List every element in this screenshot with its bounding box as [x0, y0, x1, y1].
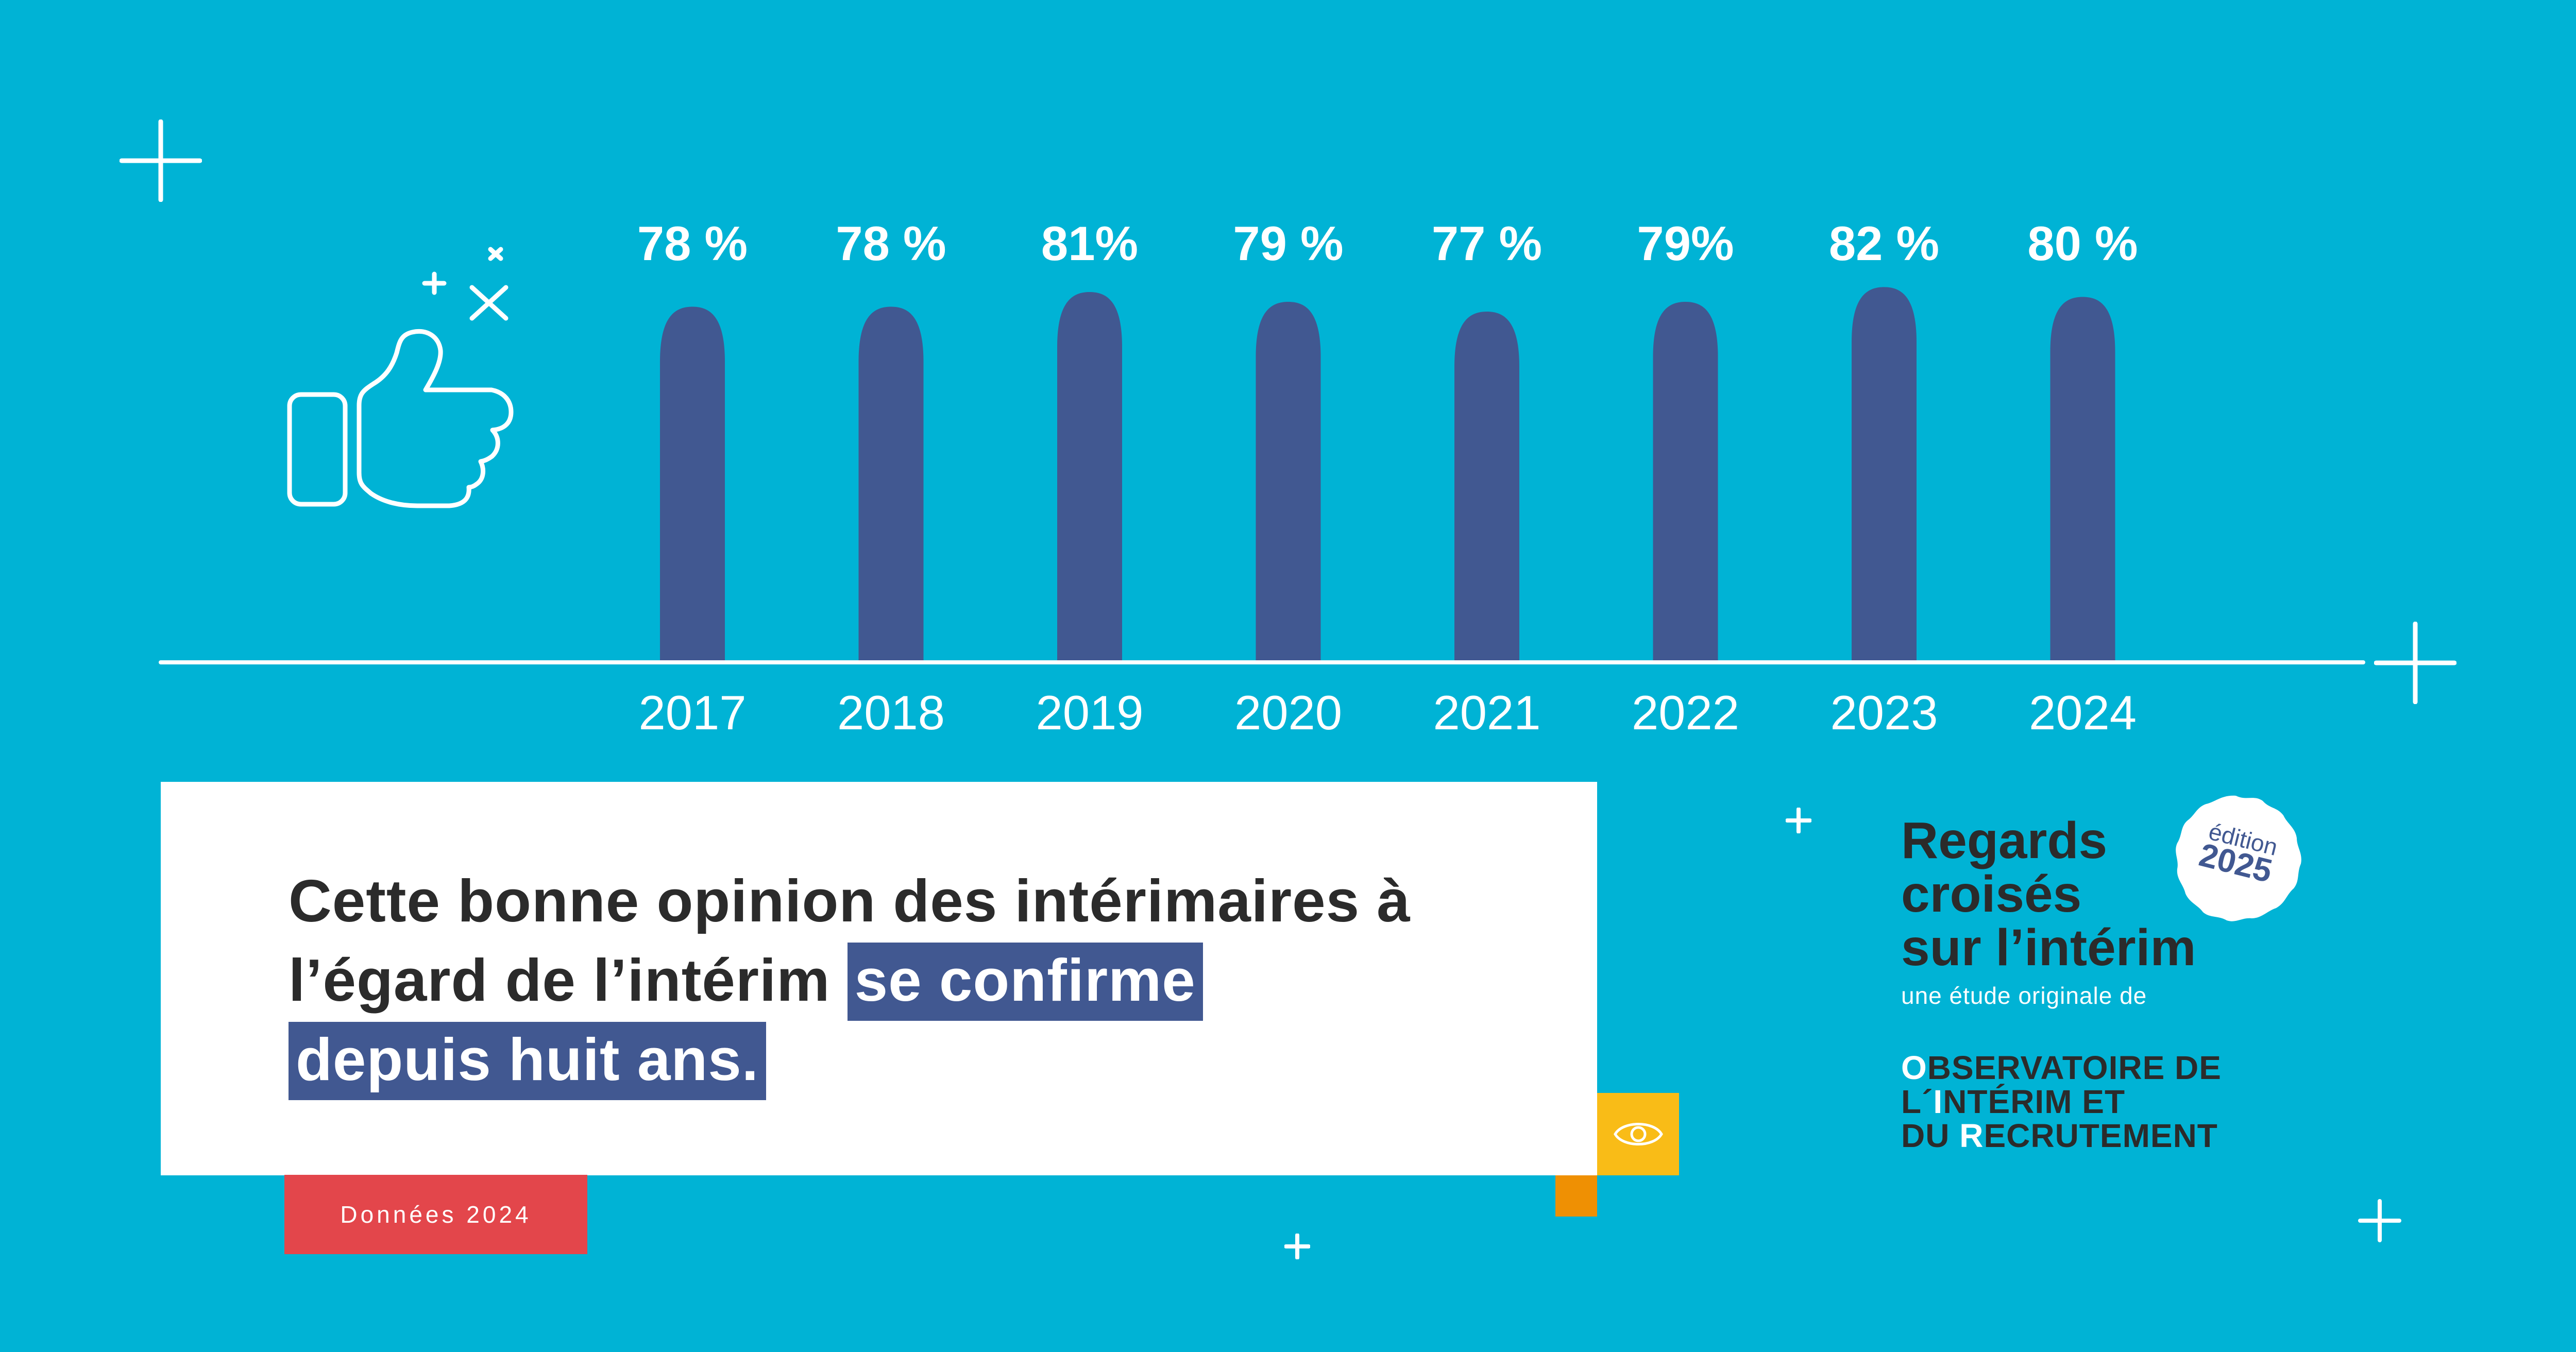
plus-icon — [1284, 1234, 1310, 1259]
accent-square — [1555, 1175, 1597, 1217]
bar-2022 — [1653, 302, 1718, 662]
year-tick-2017: 2017 — [638, 686, 746, 740]
logo-text: L´ — [1901, 1083, 1934, 1120]
logo-text: DU — [1901, 1117, 1960, 1154]
bar-2019 — [1057, 292, 1122, 662]
value-label-2018: 78 % — [836, 216, 946, 270]
value-label-2024: 80 % — [2027, 216, 2138, 270]
year-tick-2023: 2023 — [1830, 686, 1938, 740]
value-label-2022: 79% — [1637, 216, 1734, 270]
plus-icon — [1786, 808, 1811, 833]
logo-text: BSERVATOIRE DE — [1927, 1049, 2222, 1086]
brand-block: Regards croisés sur l’intérim une étude … — [1901, 814, 2196, 1009]
plus-icon — [2374, 622, 2456, 704]
plus-icon — [2358, 1199, 2401, 1242]
year-tick-2024: 2024 — [2029, 686, 2137, 740]
bar-2017 — [660, 306, 725, 662]
value-label-2023: 82 % — [1829, 216, 1939, 270]
value-label-2020: 79 % — [1233, 216, 1343, 270]
year-tick-2021: 2021 — [1433, 686, 1540, 740]
headline: Cette bonne opinion des intérimaires à l… — [289, 861, 1525, 1100]
bar-2018 — [858, 306, 924, 662]
data-year-tag: Données 2024 — [284, 1175, 587, 1254]
value-label-2021: 77 % — [1432, 216, 1542, 270]
bar-2023 — [1852, 287, 1917, 662]
data-year-label: Données 2024 — [340, 1201, 532, 1228]
brand-title: Regards croisés sur l’intérim — [1901, 812, 2196, 977]
value-label-2019: 81% — [1041, 216, 1138, 270]
badge-shape — [2176, 795, 2301, 921]
headline-highlight: se confirme — [847, 943, 1203, 1021]
thumbs-up-icon — [287, 247, 514, 508]
edition-badge: édition 2025 — [2176, 795, 2301, 921]
bar-chart: 78 % 78 % 81% 79 % 77 % 79% 82 % 80 % 2017 2018 2… — [159, 216, 2365, 740]
brand-subtitle: une étude originale de — [1901, 982, 2147, 1009]
year-tick-2022: 2022 — [1632, 686, 1739, 740]
year-tick-2018: 2018 — [837, 686, 945, 740]
year-tick-2019: 2019 — [1036, 686, 1143, 740]
logo-letter-i: I — [1933, 1083, 1943, 1120]
organization-logo: OBSERVATOIRE DE L´INTÉRIM ET DU RECRUTEM… — [1901, 1051, 2222, 1153]
value-label-2017: 78 % — [637, 216, 748, 270]
plus-icon — [120, 119, 202, 202]
bar-2020 — [1256, 302, 1321, 662]
eye-button[interactable] — [1597, 1093, 1679, 1175]
headline-highlight: depuis huit ans. — [289, 1022, 766, 1100]
year-tick-2020: 2020 — [1234, 686, 1342, 740]
logo-text: NTÉRIM ET — [1943, 1083, 2126, 1120]
logo-letter-o: O — [1901, 1049, 1927, 1086]
logo-letter-r: R — [1959, 1117, 1984, 1154]
bar-2024 — [2050, 297, 2115, 662]
eye-icon — [1613, 1123, 1663, 1145]
logo-text: ECRUTEMENT — [1984, 1117, 2218, 1154]
bar-2021 — [1454, 312, 1519, 662]
headline-text: Cette bonne opinion des intérimaires à l… — [289, 867, 1411, 1014]
